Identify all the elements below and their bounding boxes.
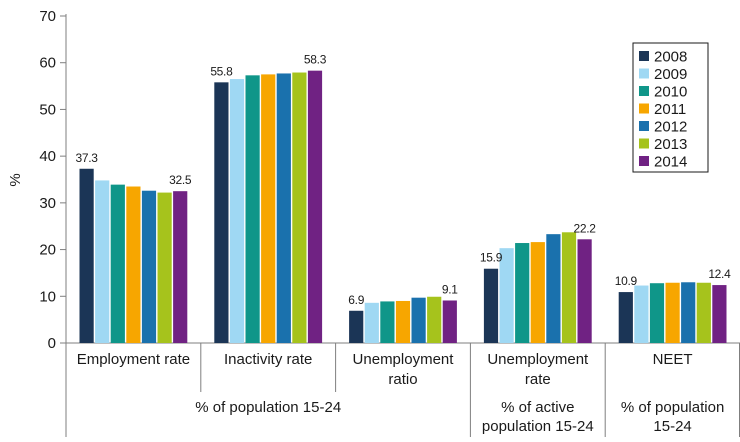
y-tick-label: 10 (39, 288, 56, 305)
bar (515, 243, 530, 343)
legend-swatch (639, 121, 649, 131)
bar (696, 282, 711, 343)
legend-swatch (639, 138, 649, 149)
legend-swatch (639, 103, 649, 114)
bar (307, 70, 323, 343)
data-label: 32.5 (169, 173, 192, 187)
data-label: 9.1 (442, 282, 458, 296)
bar (411, 297, 426, 343)
group-label: % of population 15-24 (195, 399, 341, 416)
y-tick-label: 30 (39, 195, 56, 212)
bar (577, 239, 592, 343)
bar (364, 302, 379, 343)
legend-swatch (639, 68, 649, 79)
x-tick-label: Inactivity rate (224, 351, 312, 368)
bar (95, 180, 110, 343)
y-tick-label: 0 (48, 335, 56, 352)
data-label: 15.9 (480, 251, 503, 265)
bar (173, 191, 188, 343)
data-label: 22.2 (574, 221, 597, 235)
bar (292, 72, 307, 344)
legend-label: 2010 (654, 84, 687, 101)
group-label: 15-24 (653, 418, 691, 435)
bar (681, 282, 696, 343)
group-label: population 15-24 (482, 418, 594, 435)
data-label: 37.3 (76, 151, 99, 165)
bar (141, 190, 157, 343)
group-label: % of active (501, 399, 574, 416)
legend-label: 2009 (654, 66, 687, 83)
bar (665, 282, 680, 343)
bar (546, 234, 561, 343)
bar (380, 301, 395, 343)
y-tick-label: 40 (39, 148, 56, 165)
legend-swatch (639, 51, 649, 61)
x-tick-label: NEET (653, 351, 693, 368)
bar (261, 74, 276, 343)
data-label: 12.4 (708, 267, 731, 281)
bar (649, 283, 665, 343)
legend-swatch (639, 156, 649, 166)
bar (634, 285, 649, 343)
data-label: 6.9 (348, 293, 364, 307)
y-tick-label: 60 (39, 55, 56, 72)
bar (214, 82, 229, 343)
bar (712, 285, 727, 343)
bar (349, 310, 364, 343)
legend-label: 2011 (654, 101, 686, 118)
bar (126, 186, 141, 343)
legend-label: 2008 (654, 49, 687, 66)
data-label: 55.8 (210, 64, 233, 78)
x-tick-label: Unemployment (487, 351, 589, 368)
bar (245, 75, 260, 343)
bar (530, 242, 545, 343)
legend-box (632, 42, 709, 173)
bar (110, 184, 125, 343)
bar (157, 192, 172, 343)
y-tick-label: 20 (39, 242, 56, 259)
data-label: 10.9 (615, 274, 638, 288)
group-label: % of population (621, 399, 724, 416)
bar (229, 79, 245, 343)
legend-swatch (639, 86, 649, 96)
bar (79, 168, 94, 343)
x-tick-label: ratio (388, 371, 417, 388)
y-axis-label: % (7, 173, 24, 186)
y-tick-label: 70 (39, 8, 56, 25)
bar (276, 73, 291, 344)
legend-label: 2013 (654, 136, 687, 153)
bar (483, 268, 499, 343)
bar (395, 300, 411, 343)
bar (427, 296, 442, 343)
legend-label: 2012 (654, 119, 687, 136)
bar (442, 300, 457, 343)
legend-label: 2014 (654, 154, 687, 171)
bar (499, 248, 514, 343)
x-tick-label: Unemployment (353, 351, 455, 368)
bar (618, 292, 633, 343)
x-tick-label: rate (525, 371, 551, 388)
bar (561, 232, 577, 343)
data-label: 58.3 (304, 53, 327, 67)
y-tick-label: 50 (39, 101, 56, 118)
x-tick-label: Employment rate (77, 351, 190, 368)
